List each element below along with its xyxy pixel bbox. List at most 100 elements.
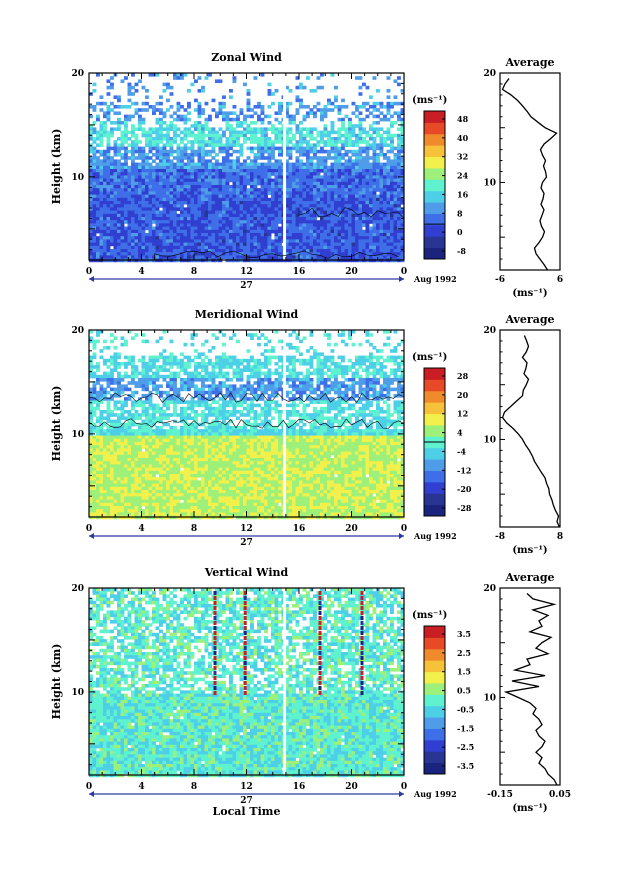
streak-cell [213,661,217,665]
day-label: 27 [240,796,253,806]
colorbar-segment [424,694,445,707]
colorbar-segment [424,728,445,741]
colorbar-segment [424,236,445,249]
streak-cell [318,631,322,635]
streak-cell [318,681,322,685]
streak-cell [318,676,322,680]
colorbar-segment [424,224,445,237]
day-span-arrow-left [89,791,94,797]
colorbar-tick-label: 3.5 [457,629,471,639]
streak-cell [318,621,322,625]
streak-cell [243,646,247,650]
colorbar-segment [424,447,445,460]
profile-x-label: (ms⁻¹) [512,803,547,814]
streak-cell [360,621,364,625]
colorbar-tick-label: -0.5 [457,704,474,714]
colorbar-tick-label: -4 [457,446,466,456]
y-tick-label: 20 [71,69,84,79]
x-tick-label: 16 [293,267,306,277]
x-tick-label: 20 [345,524,358,534]
streak-cell [213,641,217,645]
x-tick-label: 12 [240,782,253,792]
x-tick-label: 0 [401,782,407,792]
colorbar-segment [424,682,445,695]
colorbar-segment [424,648,445,661]
profile-y-tick-label: 10 [483,693,496,703]
x-tick-label: 8 [191,267,197,277]
colorbar-segment [424,247,445,260]
streak-cell [360,681,364,685]
streak-cell [213,686,217,690]
streak-cell [360,601,364,605]
y-tick-label: 10 [71,430,84,440]
contour-line [88,418,405,429]
colorbar-tick-label: 2.5 [457,648,471,658]
streak-cell [213,611,217,615]
streak-cell [243,651,247,655]
colorbar-segment [424,493,445,506]
colorbar-segment [424,705,445,718]
streak-cell [318,686,322,690]
streak-cell [318,596,322,600]
streak-cell [213,671,217,675]
colorbar-segment [424,717,445,729]
streak-cell [213,651,217,655]
profile-x-tick-label: 6 [557,275,563,285]
colorbar-tick-label: 40 [457,133,469,143]
profile-x-tick-label: -8 [495,532,505,542]
streak-cell [360,671,364,675]
streak-cell [318,601,322,605]
colorbar-tick-label: 16 [457,189,469,199]
streak-cell [318,636,322,640]
streak-cell [243,676,247,680]
heatmap-field [89,330,405,520]
streak-cell [243,671,247,675]
streak-cell [243,621,247,625]
streak-cell [360,591,364,595]
colorbar-tick-label: -20 [457,484,472,494]
streak-cell [318,671,322,675]
date-label: Aug 1992 [413,531,457,541]
x-axis-label: Local Time [213,805,281,818]
streak-cell [360,676,364,680]
streak-cell [213,631,217,635]
streak-cell [213,591,217,595]
streak-cell [360,656,364,660]
profile-x-tick-label: 0.05 [549,790,571,800]
colorbar-segment [424,413,445,426]
streak-cell [318,666,322,670]
x-tick-label: 0 [401,524,407,534]
streak-cell [360,616,364,620]
streak-cell [243,611,247,615]
x-tick-label: 4 [138,267,144,277]
streak-cell [360,646,364,650]
profile-x-tick-label: 8 [557,532,563,542]
streak-cell [243,631,247,635]
profile-x-label: (ms⁻¹) [512,288,547,299]
streak-cell [213,596,217,600]
streak-cell [360,686,364,690]
y-tick-label: 20 [71,584,84,594]
colorbar-tick-label: -28 [457,503,472,513]
y-axis-label: Height (km) [50,386,63,462]
colorbar-tick-label: 4 [457,428,463,438]
colorbar-tick-label: 8 [457,208,463,218]
colorbar-segment [424,470,445,483]
streak-cell [213,681,217,685]
contour-line [298,207,405,219]
x-tick-label: 20 [345,782,358,792]
panel-3: Vertical Wind 0 4 8 12 16 20 0 20 10 Height (km) 27… [50,566,571,818]
colorbar-segment [424,481,445,494]
colorbar-segment [424,202,445,214]
streak-cell [243,656,247,660]
colorbar-segment [424,167,445,180]
y-axis-label: Height (km) [50,644,63,720]
x-tick-label: 4 [138,782,144,792]
streak-cell [318,606,322,610]
streak-cell [213,606,217,610]
colorbar-segment [424,660,445,673]
day-span-arrow-right [399,276,404,282]
day-label: 27 [240,538,253,548]
streak-cell [243,666,247,670]
colorbar-tick-label: -1.5 [457,723,474,733]
